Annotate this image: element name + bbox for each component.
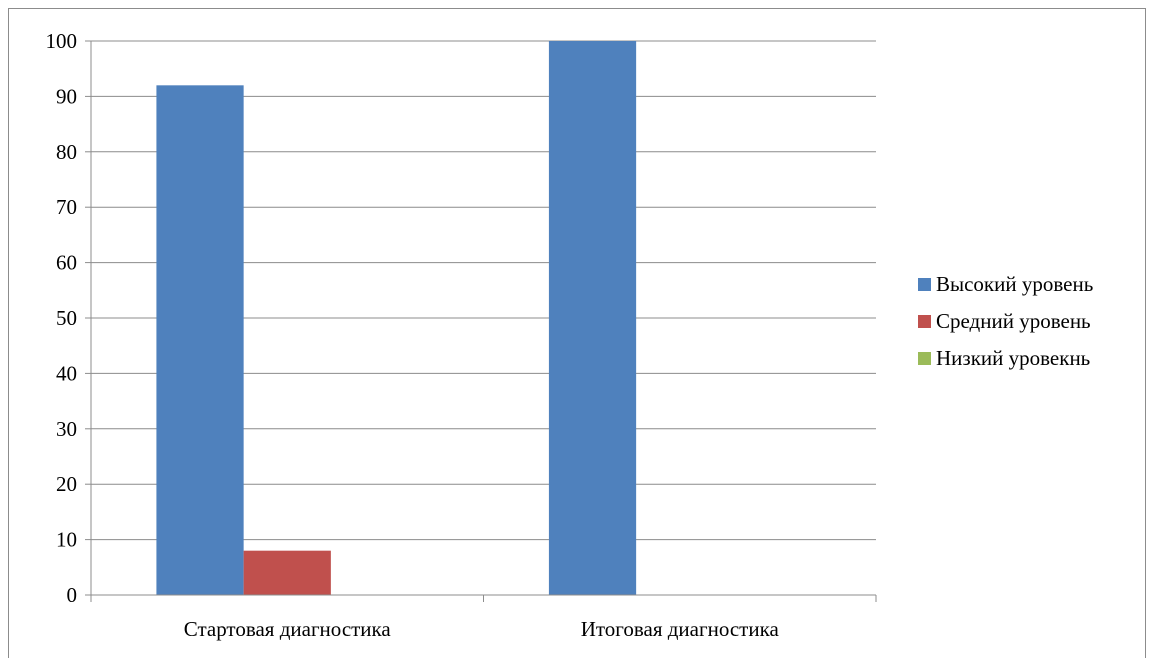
y-tick-label: 80	[56, 140, 77, 164]
y-tick-label: 10	[56, 528, 77, 552]
x-category-labels: Стартовая диагностика Итоговая диагностик…	[184, 617, 780, 641]
legend-swatch	[918, 278, 931, 291]
bar	[548, 41, 637, 595]
legend-swatch	[918, 352, 931, 365]
legend: Высокий уровень Средний уровень Низкий уро…	[918, 272, 1093, 370]
y-tick-label: 20	[56, 472, 77, 496]
y-tick-label: 60	[56, 251, 77, 275]
legend-label: Высокий уровень	[936, 272, 1093, 296]
bar	[243, 550, 331, 595]
legend-label: Низкий уровекнь	[936, 346, 1090, 370]
y-tick-label: 90	[56, 84, 77, 108]
y-tick-label: 50	[56, 306, 77, 330]
legend-label: Средний уровень	[936, 309, 1091, 333]
bars	[156, 41, 637, 595]
x-category-label: Стартовая диагностика	[184, 617, 392, 641]
y-tick-label: 0	[67, 583, 78, 607]
y-tick-label: 30	[56, 417, 77, 441]
bar	[156, 85, 244, 595]
x-category-label: Итоговая диагностика	[581, 617, 780, 641]
axes	[85, 40, 877, 602]
y-tick-label: 70	[56, 195, 77, 219]
y-tick-labels: 0 10 20 30 40 50 60 70 80 90 100	[46, 29, 78, 607]
y-tick-label: 100	[46, 29, 78, 53]
legend-swatch	[918, 315, 931, 328]
y-tick-label: 40	[56, 361, 77, 385]
